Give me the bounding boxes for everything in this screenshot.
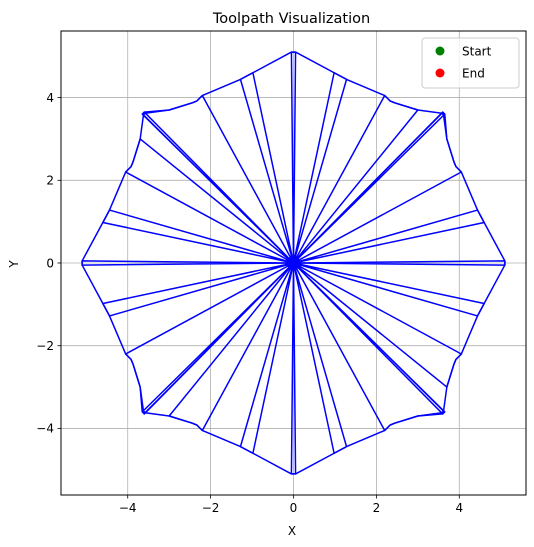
center-hub: [286, 256, 301, 270]
x-tick-label: −2: [202, 501, 220, 515]
y-tick-label: 4: [46, 91, 54, 105]
x-tick-label: −4: [119, 501, 137, 515]
y-axis-label: Y: [7, 260, 21, 269]
x-tick-label: 0: [290, 501, 298, 515]
x-tick-label: 2: [373, 501, 381, 515]
legend-box: [421, 37, 520, 89]
legend-start-marker: [435, 46, 445, 56]
y-tick-label: −2: [36, 339, 54, 353]
plot-series: [81, 51, 506, 475]
legend-end-marker: [435, 68, 445, 78]
y-tick-label: 0: [46, 256, 54, 270]
chart-legend: Start End: [421, 37, 520, 89]
legend-start-label: Start: [462, 45, 492, 59]
chart-title: Toolpath Visualization: [212, 11, 370, 27]
x-axis-label: X: [288, 524, 296, 538]
axis-ticks: −4 −2 0 2 4 −4 −2 0 2 4: [36, 91, 463, 515]
legend-end-label: End: [462, 67, 485, 81]
y-tick-label: 2: [46, 174, 54, 188]
y-tick-label: −4: [36, 422, 54, 436]
x-tick-label: 4: [455, 501, 463, 515]
